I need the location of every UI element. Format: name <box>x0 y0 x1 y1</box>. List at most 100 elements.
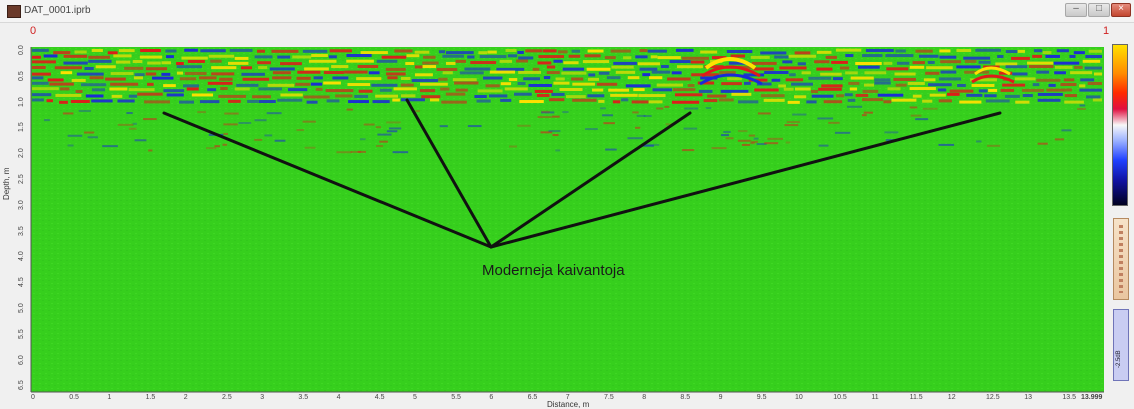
reflection-segment <box>1004 94 1020 98</box>
radargram-background <box>31 47 1104 392</box>
reflection-segment <box>186 87 199 91</box>
reflection-segment <box>184 71 207 75</box>
reflection-segment <box>816 50 832 54</box>
reflection-segment <box>648 100 663 104</box>
reflection-segment <box>925 71 940 75</box>
reflection-segment <box>517 82 526 86</box>
reflection-segment <box>633 88 645 92</box>
close-button[interactable]: × <box>1111 3 1131 17</box>
reflection-segment <box>748 134 756 137</box>
x-tick-label: 11 <box>871 394 879 401</box>
hyperbola-reflection <box>704 57 757 70</box>
reflection-segment <box>632 111 639 114</box>
reflection-segment <box>388 127 402 130</box>
reflection-segment <box>611 65 634 69</box>
reflection-segment <box>254 138 263 141</box>
reflection-segment <box>296 129 304 132</box>
reflection-segment <box>208 133 224 136</box>
reflection-segment <box>891 98 917 102</box>
reflection-segment <box>794 87 811 91</box>
reflection-segment <box>357 150 366 153</box>
reflection-segment <box>414 65 423 69</box>
reflection-segment <box>400 83 414 87</box>
reflection-segment <box>660 65 669 69</box>
reflection-segment <box>523 77 540 81</box>
reflection-segment <box>711 56 727 60</box>
reflection-segment <box>998 71 1013 75</box>
reflection-segment <box>986 144 1001 147</box>
reflection-segment <box>1082 59 1101 63</box>
reflection-segment <box>995 62 1018 66</box>
reflection-segment <box>884 131 899 134</box>
reflection-segment <box>504 87 528 91</box>
reflection-segment <box>266 112 282 115</box>
reflection-segment <box>115 60 131 64</box>
reflection-segment <box>414 50 430 54</box>
reflection-segment <box>258 100 276 104</box>
reflection-segment <box>346 59 374 63</box>
reflection-segment <box>200 49 226 53</box>
pointer-line <box>489 111 1002 249</box>
reflection-segment <box>254 55 273 59</box>
x-tick-label: 10.5 <box>833 394 847 401</box>
reflection-segment <box>436 67 458 71</box>
reflection-segment <box>1053 61 1080 65</box>
reflection-segment <box>756 143 767 146</box>
reflection-segment <box>588 73 596 77</box>
reflection-segment <box>467 125 482 128</box>
reflection-segment <box>80 83 107 87</box>
hyperbola-reflection <box>971 74 1015 84</box>
reflection-segment <box>1012 72 1028 76</box>
reflection-segment <box>975 48 1001 52</box>
reflection-segment <box>651 70 671 74</box>
reflection-segment <box>647 49 667 53</box>
reflection-segment <box>1037 92 1063 96</box>
y-tick-label: 4.0 <box>18 251 25 262</box>
reflection-segment <box>32 93 52 97</box>
y-axis-label: Depth, m <box>2 167 11 200</box>
reflection-segment <box>884 141 891 144</box>
maximize-button[interactable]: □ <box>1088 3 1110 17</box>
reflection-segment <box>323 71 344 75</box>
reflection-segment <box>978 89 988 93</box>
reflection-segment <box>220 87 228 91</box>
gain-curve-panel[interactable] <box>1113 218 1129 300</box>
reflection-segment <box>32 65 46 69</box>
reflection-segment <box>741 143 750 146</box>
x-tick-label: 6 <box>489 394 494 401</box>
reflection-segment <box>1037 142 1048 145</box>
reflection-segment <box>393 87 417 91</box>
reflection-segment <box>1056 49 1069 53</box>
reflection-segment <box>909 87 936 91</box>
reflection-segment <box>218 94 246 98</box>
reflection-segment <box>464 67 491 71</box>
reflection-segment <box>895 49 906 53</box>
x-tick-label: 4 <box>336 394 341 401</box>
reflection-segment <box>280 93 303 97</box>
x-tick-label: 5 <box>413 394 417 401</box>
reflection-segment <box>513 92 532 96</box>
reflection-segment <box>912 94 922 98</box>
reflection-segment <box>1046 88 1066 92</box>
reflection-segment <box>302 120 316 123</box>
reflection-segment <box>360 51 388 55</box>
reflection-segment <box>1064 100 1084 104</box>
reflection-segment <box>377 133 392 136</box>
reflection-segment <box>615 70 636 74</box>
y-tick-label: 1.5 <box>18 122 25 133</box>
filter-panel[interactable]: -2.5dB <box>1113 309 1129 381</box>
reflection-segment <box>731 92 752 96</box>
reflection-segment <box>199 76 217 80</box>
reflection-segment <box>909 106 918 109</box>
reflection-segment <box>910 114 922 117</box>
reflection-segment <box>1073 51 1085 55</box>
reflection-segment <box>748 78 768 82</box>
color-scale-bar[interactable] <box>1112 44 1128 206</box>
reflection-segment <box>381 55 407 59</box>
reflection-segment <box>687 83 695 87</box>
minimize-button[interactable]: – <box>1065 3 1087 17</box>
reflection-segment <box>710 59 723 63</box>
y-tick-label: 1.0 <box>18 96 25 107</box>
reflection-segment <box>242 77 270 81</box>
